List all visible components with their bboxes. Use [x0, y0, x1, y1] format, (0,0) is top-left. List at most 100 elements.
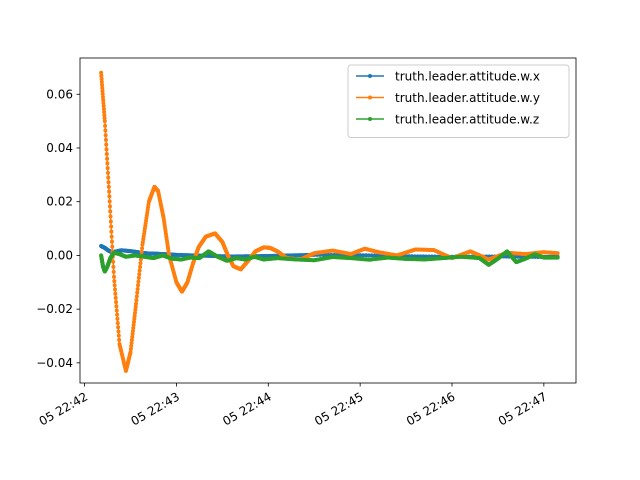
data-point — [133, 304, 138, 309]
data-point — [116, 329, 121, 334]
data-point — [104, 147, 109, 152]
plot-frame — [79, 57, 577, 384]
data-point — [323, 252, 328, 257]
data-point — [107, 204, 112, 209]
data-point — [112, 279, 117, 284]
data-point — [140, 246, 145, 251]
legend-label: truth.leader.attitude.w.y — [395, 91, 540, 105]
data-point — [105, 156, 110, 161]
y-tick-label: 0.06 — [46, 87, 73, 101]
data-point — [106, 175, 111, 180]
series-layer — [99, 70, 560, 373]
data-point — [108, 209, 113, 214]
legend-label: truth.leader.attitude.w.x — [395, 70, 540, 84]
data-point — [355, 253, 360, 258]
data-point — [137, 268, 142, 273]
data-point — [366, 253, 371, 258]
data-point — [101, 97, 106, 102]
data-point — [105, 166, 110, 171]
data-point — [111, 274, 116, 279]
data-point — [116, 325, 121, 330]
data-point — [107, 189, 112, 194]
data-point — [113, 291, 118, 296]
data-point — [131, 319, 136, 324]
data-point — [107, 199, 112, 204]
data-point — [115, 321, 120, 326]
data-point — [99, 79, 104, 84]
x-tick-label: 05 22:45 — [312, 389, 365, 428]
data-point — [363, 253, 368, 258]
data-point — [114, 304, 119, 309]
data-point — [131, 322, 136, 327]
data-point — [128, 350, 133, 355]
data-point — [111, 264, 116, 269]
data-point — [114, 308, 119, 313]
series-2 — [99, 70, 560, 373]
data-point — [375, 253, 380, 258]
data-point — [116, 333, 121, 338]
data-point — [134, 301, 139, 306]
data-point — [129, 338, 134, 343]
data-point — [130, 335, 135, 339]
data-point — [369, 253, 374, 258]
data-point — [134, 298, 139, 303]
data-point — [103, 137, 108, 142]
data-point — [108, 214, 113, 219]
data-point — [100, 88, 105, 93]
data-point — [358, 253, 363, 258]
x-tick-label: 05 22:47 — [496, 389, 549, 428]
data-point — [101, 100, 106, 105]
data-point — [555, 255, 560, 260]
data-point — [128, 347, 133, 352]
legend-marker — [368, 74, 372, 78]
data-point — [117, 337, 122, 342]
data-point — [133, 310, 137, 315]
x-tick-label: 05 22:43 — [128, 389, 181, 428]
data-point — [133, 307, 138, 312]
data-point — [105, 161, 110, 166]
data-point — [131, 325, 136, 330]
data-point — [111, 259, 116, 264]
data-point — [109, 234, 114, 239]
data-point — [103, 133, 108, 138]
data-point — [361, 253, 366, 258]
data-point — [139, 250, 144, 255]
data-point — [132, 316, 137, 321]
data-point — [135, 290, 140, 295]
y-tick-label: 0.04 — [46, 141, 73, 155]
data-point — [555, 251, 560, 256]
data-point — [102, 110, 107, 115]
data-point — [101, 107, 106, 112]
data-point — [100, 82, 105, 87]
data-point — [113, 287, 118, 292]
data-point — [129, 341, 134, 346]
data-point — [132, 313, 137, 318]
data-point — [516, 254, 521, 259]
data-point — [372, 253, 377, 258]
data-point — [109, 224, 114, 229]
data-point — [136, 275, 141, 280]
data-point — [138, 264, 143, 269]
data-point — [107, 194, 112, 199]
y-tick-label: 0.00 — [46, 248, 73, 262]
data-point — [103, 123, 108, 128]
data-point — [136, 279, 141, 284]
data-point — [109, 229, 114, 234]
data-point — [100, 94, 105, 99]
data-point — [137, 272, 142, 277]
data-point — [101, 104, 106, 109]
data-point — [115, 312, 120, 317]
data-point — [111, 269, 116, 274]
legend-label: truth.leader.attitude.w.z — [395, 113, 539, 127]
y-axis-ticks: −0.04 −0.02 0.00 0.02 0.04 0.06 — [36, 87, 80, 370]
data-point — [138, 257, 143, 262]
x-axis-ticks: 05 22:42 05 22:43 05 22:44 05 22:45 05 22:46… — [37, 383, 549, 428]
legend-box — [347, 64, 570, 138]
x-tick-label: 05 22:44 — [220, 389, 273, 428]
data-point — [112, 283, 117, 288]
legend-marker — [368, 95, 372, 100]
data-point — [504, 254, 509, 259]
data-point — [100, 85, 105, 90]
data-point — [99, 76, 104, 81]
